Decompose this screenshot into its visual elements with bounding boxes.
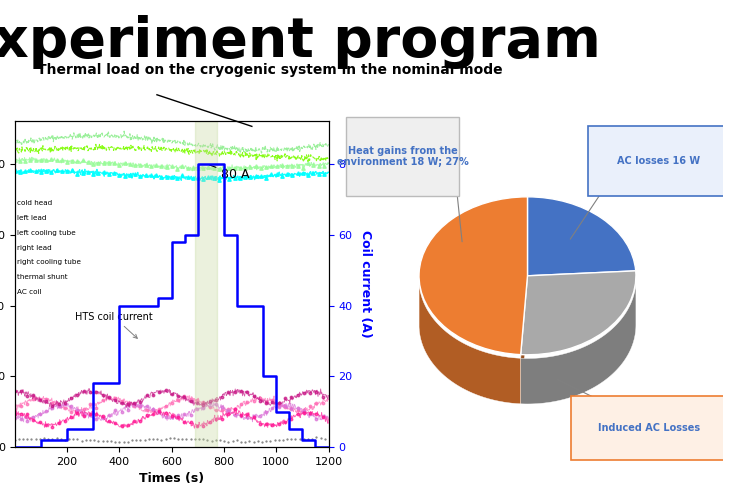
Text: left lead: left lead: [17, 215, 46, 221]
Wedge shape: [419, 197, 528, 355]
FancyBboxPatch shape: [588, 126, 728, 196]
Wedge shape: [520, 271, 636, 355]
Y-axis label: Coil current (A): Coil current (A): [358, 230, 372, 338]
Text: Heat gains from the
environment 18 W; 27%: Heat gains from the environment 18 W; 27…: [337, 146, 469, 167]
FancyBboxPatch shape: [571, 397, 727, 460]
X-axis label: Times (s): Times (s): [139, 472, 204, 486]
Text: right lead: right lead: [17, 244, 51, 250]
Text: thermal shunt: thermal shunt: [17, 274, 67, 280]
Text: AC losses 16 W: AC losses 16 W: [617, 156, 700, 166]
Wedge shape: [528, 197, 636, 276]
Polygon shape: [520, 279, 528, 404]
Text: cold head: cold head: [17, 200, 52, 206]
FancyBboxPatch shape: [346, 117, 459, 196]
Text: HTS coil current: HTS coil current: [74, 312, 153, 338]
Text: 80 A: 80 A: [210, 165, 250, 181]
Text: d mode (~ 15 min): d mode (~ 15 min): [9, 90, 133, 103]
Text: Thermal load on the cryogenic system in the nominal mode: Thermal load on the cryogenic system in …: [37, 63, 503, 77]
Text: left cooling tube: left cooling tube: [17, 230, 75, 236]
Text: AC coil: AC coil: [17, 289, 41, 295]
Bar: [195, 122, 218, 447]
Polygon shape: [520, 279, 528, 404]
Polygon shape: [419, 281, 520, 404]
Text: right cooling tube: right cooling tube: [17, 260, 81, 265]
Text: Induced AC Losses: Induced AC Losses: [598, 423, 700, 434]
Polygon shape: [520, 279, 636, 404]
Text: xperiment program: xperiment program: [0, 15, 601, 69]
